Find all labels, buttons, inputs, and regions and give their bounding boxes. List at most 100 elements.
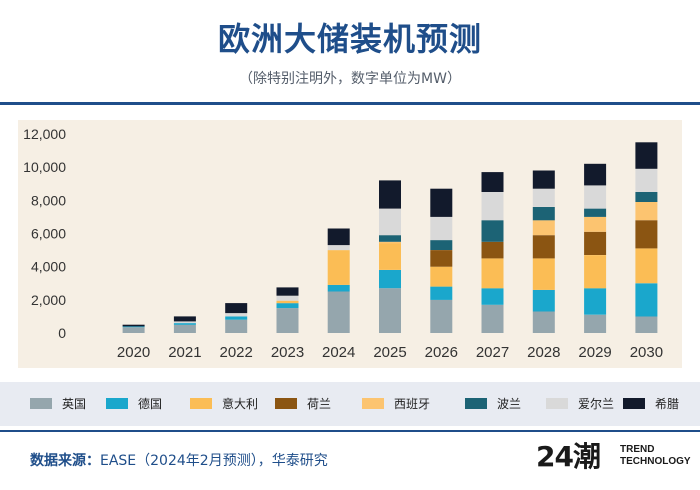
bar-stack [532, 170, 555, 333]
bar-segment [532, 289, 555, 312]
bar-segment [122, 327, 145, 333]
bar-segment [276, 303, 299, 309]
bar-stack [122, 324, 145, 333]
bar-segment [532, 258, 555, 290]
legend-label: 希腊 [655, 397, 680, 411]
y-tick-label: 0 [58, 325, 66, 341]
bar-segment [532, 220, 555, 236]
bar-segment [327, 284, 350, 292]
bar-stack [327, 228, 350, 333]
legend-label: 荷兰 [307, 397, 332, 411]
x-tick-label: 2027 [476, 344, 509, 361]
bar-segment [635, 142, 658, 169]
bar-segment [481, 258, 504, 289]
bar-segment [379, 270, 401, 289]
source-text: EASE（2024年2月预测），华泰研究 [100, 453, 328, 469]
bar-segment [584, 163, 607, 186]
bar-segment [225, 316, 248, 320]
bar-segment [430, 250, 453, 267]
y-axis-tick-labels: 0 2,000 4,000 6,000 8,000 10,000 12,000 [23, 126, 66, 341]
legend-label: 意大利 [222, 397, 259, 411]
legend-swatch [362, 398, 384, 409]
bar-stack [481, 172, 504, 333]
logo-wordmark: TREND TECHNOLOGY [620, 444, 691, 468]
legend-label: 英国 [62, 397, 87, 411]
legend-swatch [465, 398, 487, 409]
bar-segment [635, 220, 658, 249]
page-subtitle: （除特别注明外，数字单位为MW） [239, 71, 461, 87]
x-tick-label: 2020 [117, 344, 150, 361]
bar-segment [532, 188, 555, 207]
bar-segment [327, 291, 350, 333]
bar-stack [276, 287, 299, 333]
logo-mark: 24潮 [536, 440, 601, 473]
x-tick-label: 2030 [630, 344, 663, 361]
bar-segment [635, 248, 658, 284]
x-tick-label: 2026 [425, 344, 458, 361]
bar-segment [327, 228, 350, 246]
bar-stacks [122, 142, 658, 333]
x-tick-label: 2023 [271, 344, 304, 361]
bar-segment [276, 287, 299, 296]
bar-segment [430, 188, 453, 217]
bar-segment [430, 216, 453, 241]
bar-segment [327, 250, 350, 285]
bar-segment [225, 303, 248, 314]
bar-segment [481, 241, 504, 259]
x-tick-label: 2029 [578, 344, 611, 361]
footer-divider [0, 430, 700, 432]
bar-segment [481, 288, 504, 305]
bar-stack [584, 163, 607, 333]
bar-segment [379, 241, 401, 244]
bar-segment [430, 299, 453, 333]
bar-segment [584, 255, 607, 289]
x-tick-label: 2028 [527, 344, 560, 361]
legend-label: 西班牙 [394, 397, 431, 411]
bar-segment [225, 319, 248, 333]
bar-segment [635, 192, 658, 202]
logo-line-2: TECHNOLOGY [620, 456, 691, 467]
page-title: 欧洲大储装机预测 [217, 20, 482, 58]
source-prefix: 数据来源： [30, 453, 100, 469]
x-axis-tick-labels: 2020 2021 2022 2023 2024 2025 2026 2027 2028 2029… [117, 344, 663, 361]
bar-segment [430, 240, 453, 250]
y-tick-label: 12,000 [23, 126, 66, 142]
bar-segment [584, 216, 607, 232]
bar-segment [532, 311, 555, 333]
bar-segment [379, 208, 401, 236]
bar-segment [379, 235, 401, 242]
y-tick-label: 10,000 [23, 159, 66, 175]
bar-segment [173, 324, 196, 333]
bar-segment [379, 180, 401, 209]
bar-segment [122, 326, 145, 328]
bar-segment [532, 235, 555, 259]
bar-segment [430, 286, 453, 300]
legend-swatch [30, 398, 52, 409]
source-note: 数据来源：EASE（2024年2月预测），华泰研究 [30, 450, 328, 470]
bar-segment [481, 220, 504, 242]
bar-stack [635, 142, 658, 333]
bar-segment [276, 300, 299, 304]
legend-label: 波兰 [497, 397, 522, 411]
brand-logo: 24潮 TREND TECHNOLOGY [536, 440, 691, 474]
legend-swatch [623, 398, 645, 409]
bar-segment [276, 308, 299, 333]
header-divider [0, 102, 700, 105]
bar-segment [635, 168, 658, 192]
legend-swatch [190, 398, 212, 409]
legend-band: 英国 德国 意大利 荷兰 西班牙 波兰 爱尔兰 希腊 [0, 382, 700, 426]
legend-label: 爱尔兰 [578, 397, 615, 411]
x-tick-label: 2025 [373, 344, 406, 361]
bar-stack [225, 303, 248, 333]
bar-segment [584, 208, 607, 217]
y-tick-label: 4,000 [31, 259, 66, 275]
bar-segment [430, 266, 453, 287]
bar-segment [635, 202, 658, 221]
bar-segment [584, 314, 607, 333]
bar-segment [584, 288, 607, 315]
y-tick-label: 6,000 [31, 226, 66, 242]
logo-line-1: TREND [620, 444, 655, 455]
y-tick-label: 2,000 [31, 292, 66, 308]
legend-label: 德国 [138, 397, 163, 411]
